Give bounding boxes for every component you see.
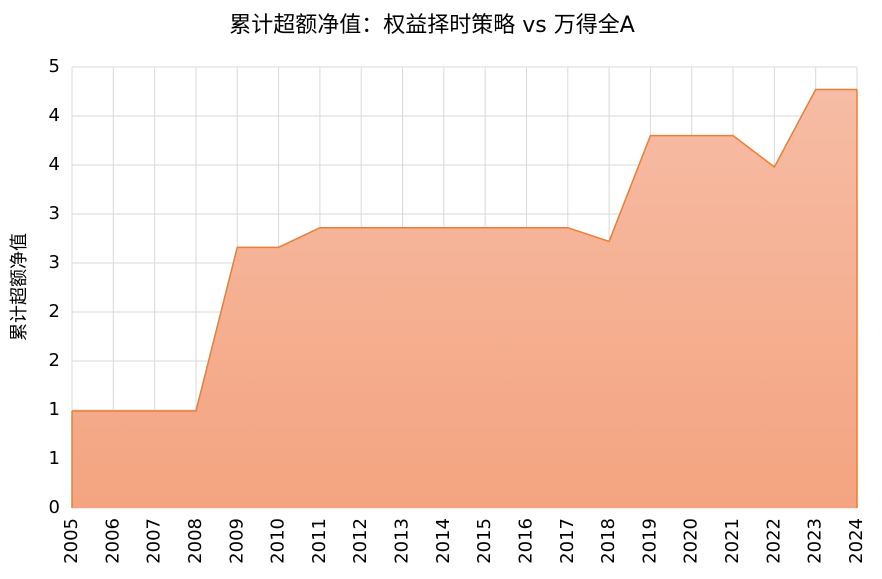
y-tick-label: 3 bbox=[49, 252, 60, 273]
x-tick-label: 2008 bbox=[185, 518, 206, 564]
x-tick-label: 2019 bbox=[639, 518, 660, 564]
y-tick-label: 0 bbox=[49, 497, 60, 518]
y-tick-label: 1 bbox=[49, 448, 60, 469]
x-tick-label: 2015 bbox=[474, 518, 495, 564]
x-tick-label: 2014 bbox=[433, 518, 454, 564]
x-tick-label: 2017 bbox=[557, 518, 578, 564]
x-tick-label: 2006 bbox=[102, 518, 123, 564]
area-line bbox=[72, 88, 857, 412]
y-tick-label: 3 bbox=[49, 203, 60, 224]
y-tick-label: 2 bbox=[49, 350, 60, 371]
y-axis-label: 累计超额净值 bbox=[9, 233, 30, 341]
y-tick-label: 4 bbox=[49, 154, 60, 175]
x-tick-label: 2009 bbox=[226, 518, 247, 564]
y-tick-label: 4 bbox=[49, 105, 60, 126]
x-tick-label: 2012 bbox=[350, 518, 371, 564]
x-tick-label: 2020 bbox=[681, 518, 702, 564]
x-tick-label: 2011 bbox=[309, 518, 330, 564]
area-fill bbox=[72, 89, 857, 508]
x-tick-label: 2018 bbox=[598, 518, 619, 564]
x-tick-label: 2007 bbox=[144, 518, 165, 564]
y-tick-label: 5 bbox=[49, 56, 60, 77]
x-tick-label: 2021 bbox=[722, 518, 743, 564]
x-tick-label: 2016 bbox=[515, 518, 536, 564]
chart-title: 累计超额净值：权益择时策略 vs 万得全A bbox=[229, 13, 635, 38]
x-tick-label: 2010 bbox=[268, 518, 289, 564]
x-tick-label: 2005 bbox=[61, 518, 82, 564]
x-tick-label: 2013 bbox=[392, 518, 413, 564]
x-tick-label: 2022 bbox=[763, 518, 784, 564]
x-tick-label: 2023 bbox=[805, 518, 826, 564]
y-tick-label: 2 bbox=[49, 301, 60, 322]
y-tick-label: 1 bbox=[49, 399, 60, 420]
x-tick-label: 2024 bbox=[846, 518, 867, 564]
